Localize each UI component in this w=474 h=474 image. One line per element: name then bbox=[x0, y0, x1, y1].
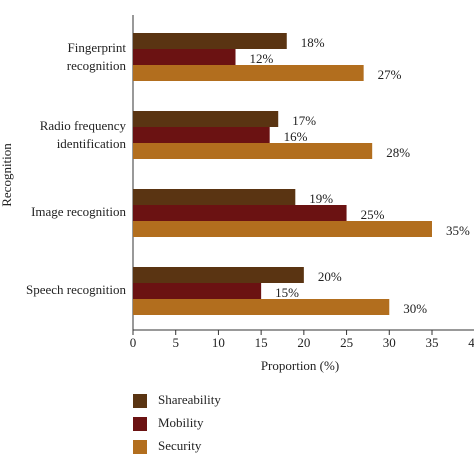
value-label: 25% bbox=[361, 207, 385, 222]
legend-swatch bbox=[133, 440, 147, 454]
bar bbox=[133, 49, 236, 65]
x-tick-label: 0 bbox=[130, 335, 137, 350]
legend-label: Mobility bbox=[158, 415, 204, 430]
bar bbox=[133, 221, 432, 237]
x-tick-label: 35 bbox=[425, 335, 438, 350]
legend-label: Security bbox=[158, 438, 202, 453]
legend-swatch bbox=[133, 394, 147, 408]
bar bbox=[133, 143, 373, 159]
bar bbox=[133, 299, 390, 315]
value-label: 19% bbox=[309, 191, 333, 206]
y-tick-label: Image recognition bbox=[31, 204, 126, 219]
value-label: 35% bbox=[446, 223, 470, 238]
bar bbox=[133, 127, 270, 143]
bar bbox=[133, 189, 296, 205]
bar bbox=[133, 111, 279, 127]
y-tick-label: Fingerprint recognition bbox=[67, 40, 127, 73]
legend-swatch bbox=[133, 417, 147, 431]
value-label: 16% bbox=[284, 129, 308, 144]
x-tick-label: 15 bbox=[255, 335, 268, 350]
bar bbox=[133, 267, 304, 283]
value-label: 27% bbox=[378, 67, 402, 82]
value-label: 20% bbox=[318, 269, 342, 284]
x-axis-label: Proportion (%) bbox=[261, 358, 339, 373]
value-label: 12% bbox=[250, 51, 274, 66]
bar bbox=[133, 205, 347, 221]
x-tick-label: 5 bbox=[172, 335, 179, 350]
bar bbox=[133, 283, 262, 299]
x-tick-label: 30 bbox=[383, 335, 396, 350]
bar bbox=[133, 65, 364, 81]
y-tick-label: Speech recognition bbox=[26, 282, 126, 297]
value-label: 18% bbox=[301, 35, 325, 50]
y-tick-label: Radio frequency identification bbox=[40, 118, 127, 151]
value-label: 15% bbox=[275, 285, 299, 300]
x-tick-label: 20 bbox=[297, 335, 310, 350]
y-axis-label: Recognition bbox=[0, 143, 14, 207]
legend-label: Shareability bbox=[158, 392, 221, 407]
x-tick-label: 25 bbox=[340, 335, 353, 350]
value-label: 17% bbox=[292, 113, 316, 128]
bar bbox=[133, 33, 287, 49]
x-tick-label: 40 bbox=[468, 335, 474, 350]
x-tick-label: 10 bbox=[212, 335, 225, 350]
value-label: 30% bbox=[403, 301, 427, 316]
value-label: 28% bbox=[386, 145, 410, 160]
